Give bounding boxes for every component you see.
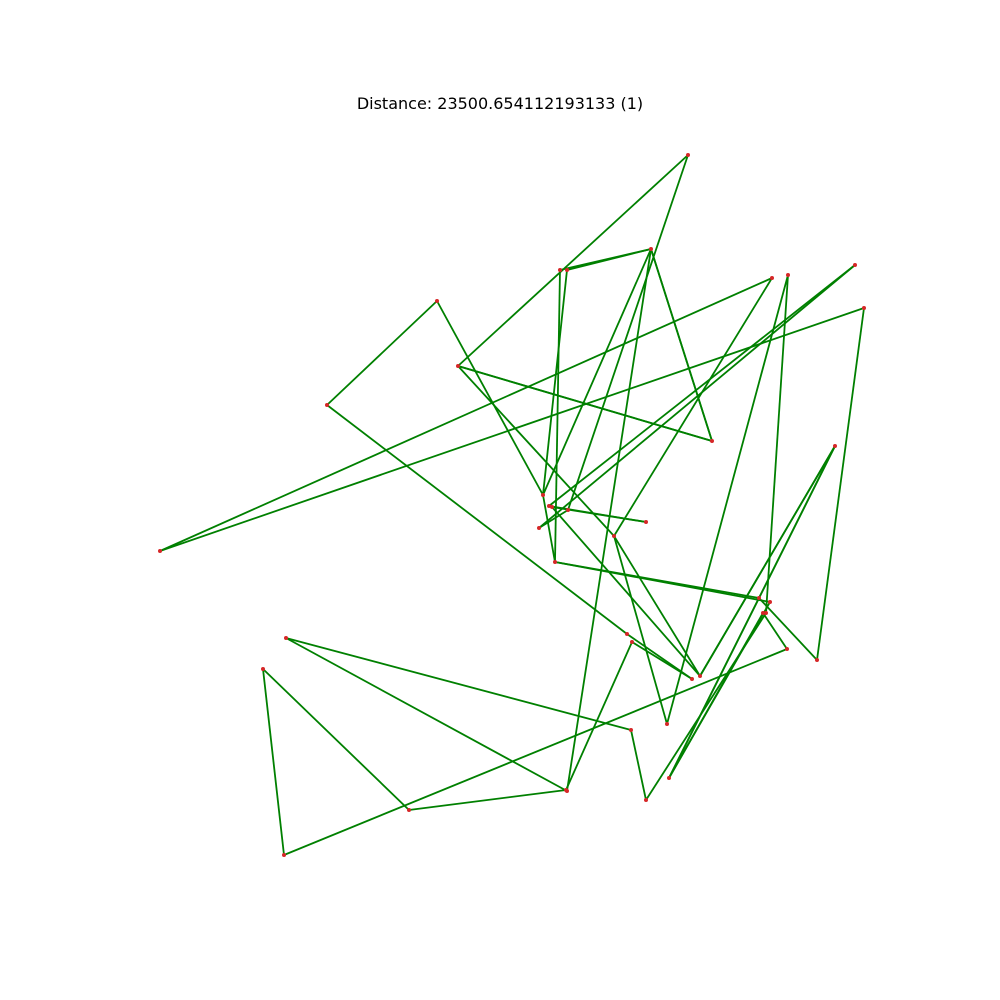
city-point xyxy=(282,853,286,857)
city-point xyxy=(261,667,265,671)
route-segment xyxy=(613,535,701,677)
city-point xyxy=(629,728,633,732)
route-segment xyxy=(262,668,285,856)
route-segment xyxy=(816,307,865,661)
route-segment xyxy=(542,248,652,496)
city-point xyxy=(644,798,648,802)
route-segment xyxy=(631,641,693,680)
city-point xyxy=(625,632,629,636)
city-point xyxy=(862,306,866,310)
route-segment xyxy=(457,154,689,367)
city-point xyxy=(667,776,671,780)
city-point xyxy=(698,674,702,678)
city-point xyxy=(785,647,789,651)
city-point xyxy=(541,493,545,497)
city-point xyxy=(757,596,761,600)
city-point xyxy=(407,808,411,812)
route-segment xyxy=(262,668,410,811)
route-segment xyxy=(326,404,628,635)
route-segment xyxy=(283,648,788,856)
city-point xyxy=(764,611,768,615)
route-segment xyxy=(554,561,760,599)
city-point xyxy=(815,658,819,662)
route-segment xyxy=(408,789,567,811)
city-point xyxy=(833,444,837,448)
route-segment xyxy=(285,637,568,792)
route-segment xyxy=(762,612,788,650)
route-segment xyxy=(613,535,668,725)
route-segment xyxy=(699,445,836,677)
route-segment xyxy=(285,637,632,731)
city-point xyxy=(853,263,857,267)
city-point xyxy=(564,788,568,792)
route-segment xyxy=(566,248,652,271)
city-point xyxy=(456,364,460,368)
route-segment xyxy=(159,277,773,552)
city-point xyxy=(710,439,714,443)
city-point xyxy=(770,276,774,280)
route-segment xyxy=(666,274,789,725)
route-segment xyxy=(613,277,773,537)
city-point xyxy=(550,505,554,509)
route-segment xyxy=(542,269,568,496)
route-segment xyxy=(630,729,647,801)
city-point xyxy=(649,247,653,251)
route-segment xyxy=(567,154,689,511)
chart-title: Distance: 23500.654112193133 (1) xyxy=(356,94,644,113)
route-segment xyxy=(159,307,865,552)
route-segment xyxy=(668,445,836,779)
city-point xyxy=(565,268,569,272)
route-segment xyxy=(566,248,652,792)
city-point xyxy=(665,722,669,726)
city-point xyxy=(768,600,772,604)
city-point xyxy=(558,268,562,272)
city-point xyxy=(630,640,634,644)
city-point xyxy=(566,508,570,512)
city-point xyxy=(435,299,439,303)
city-point xyxy=(644,520,648,524)
route-segment xyxy=(436,300,544,496)
city-point xyxy=(786,273,790,277)
city-point xyxy=(325,403,329,407)
route-segment xyxy=(326,300,438,406)
route-segment xyxy=(551,506,701,677)
city-point xyxy=(690,677,694,681)
route-segment xyxy=(758,597,818,661)
city-point xyxy=(686,153,690,157)
city-points-group xyxy=(158,153,866,857)
city-point xyxy=(553,560,557,564)
route-segment xyxy=(668,612,764,779)
city-point xyxy=(537,526,541,530)
city-point xyxy=(761,611,765,615)
route-segment xyxy=(650,248,713,442)
route-segment xyxy=(554,269,561,563)
city-point xyxy=(284,636,288,640)
city-point xyxy=(158,549,162,553)
city-point xyxy=(612,534,616,538)
route-segment xyxy=(542,494,556,563)
route-segment xyxy=(457,365,615,537)
route-segment xyxy=(565,641,633,791)
route-path-group xyxy=(159,154,865,856)
route-segment xyxy=(548,264,856,507)
